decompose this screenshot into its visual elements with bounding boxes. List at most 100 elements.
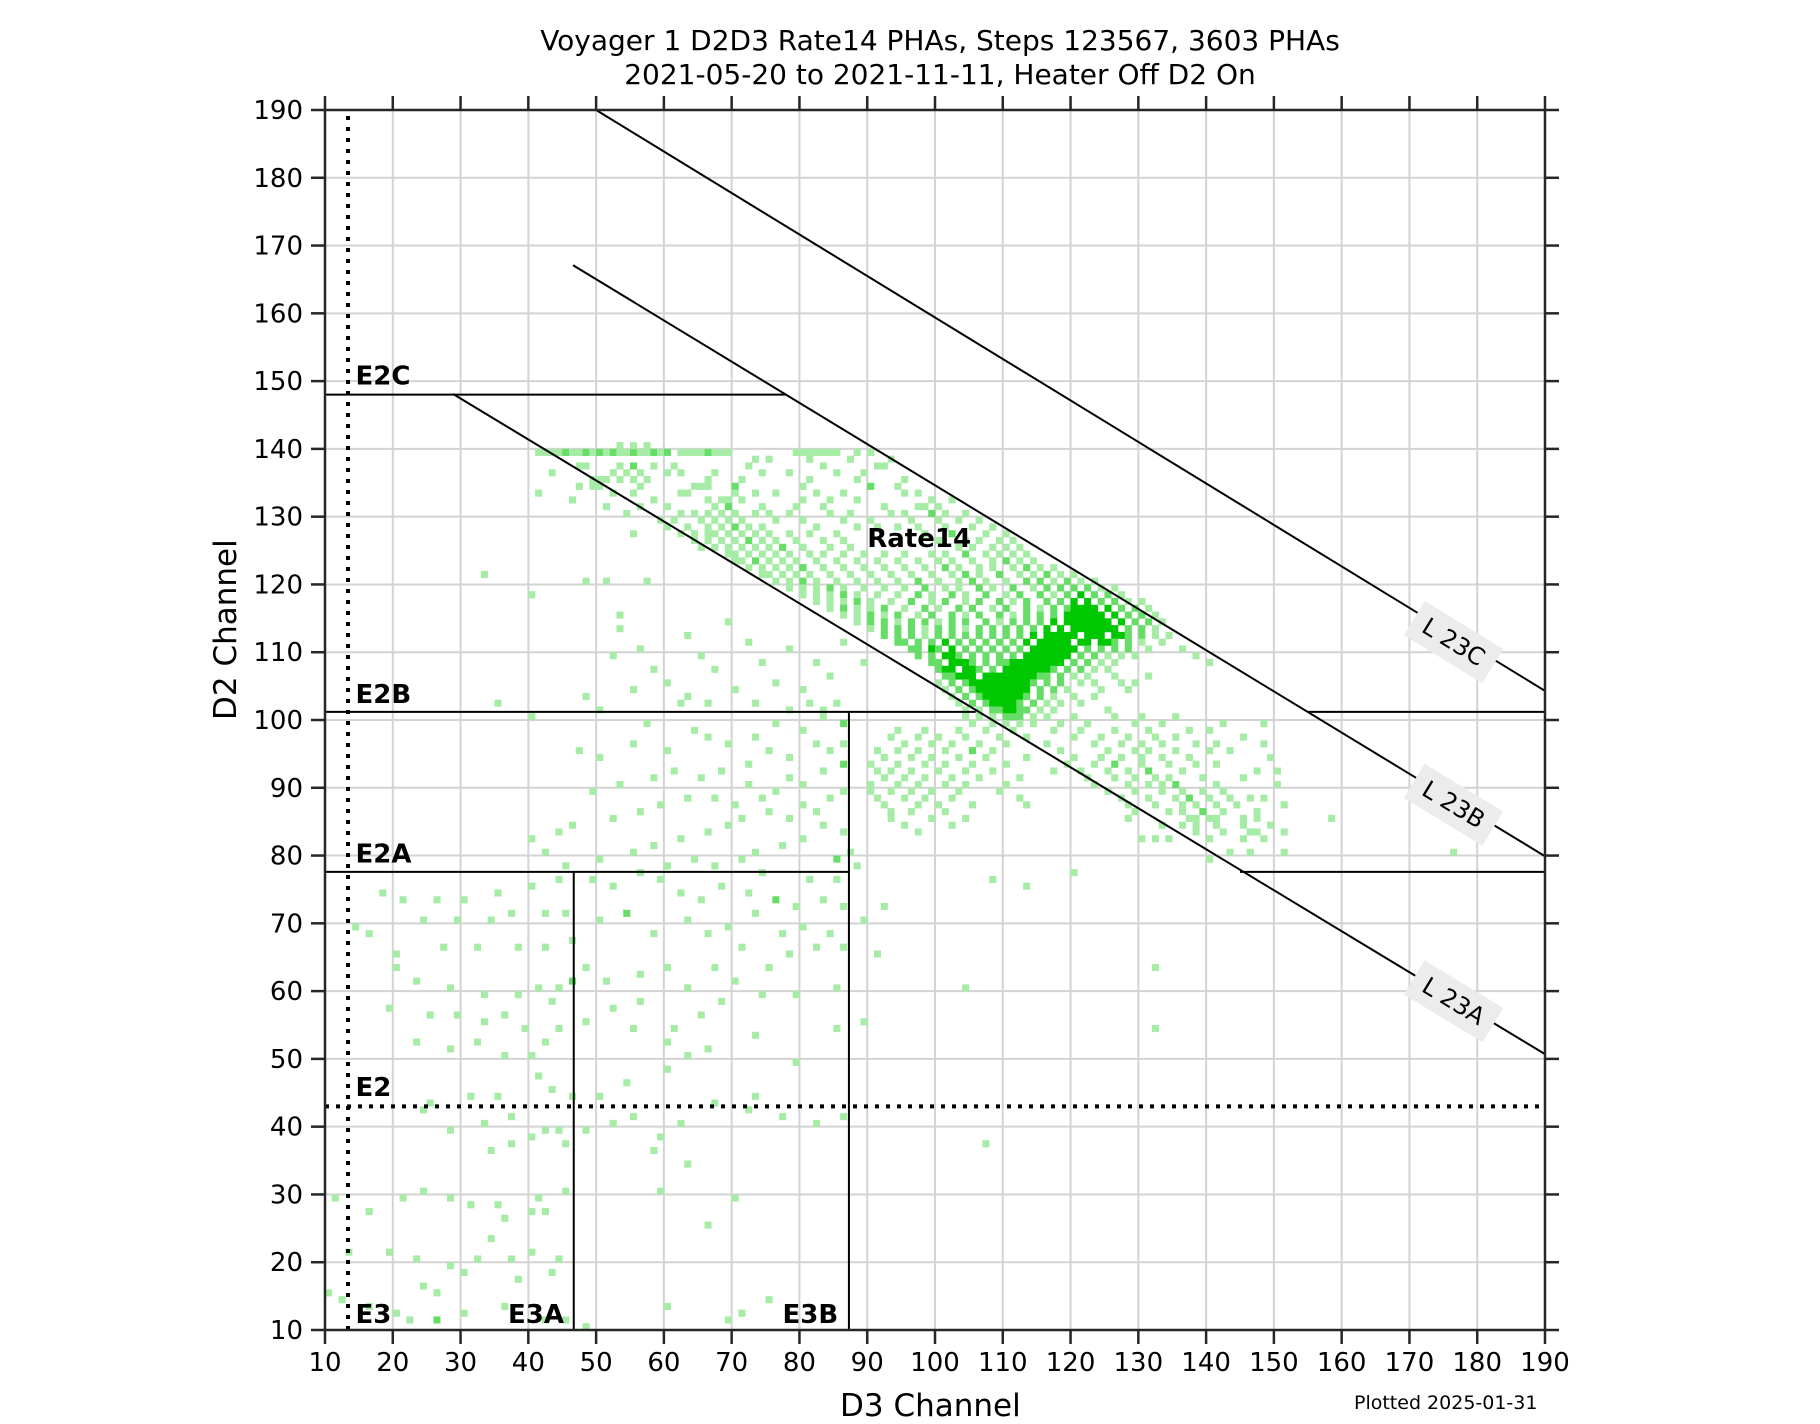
histogram-bin [657,801,665,809]
histogram-bin [785,509,793,517]
histogram-bin [1070,570,1078,578]
histogram-bin [982,726,990,734]
histogram-bin [1023,706,1031,714]
histogram-bin [731,489,739,497]
histogram-bin [738,530,746,538]
histogram-bin [1450,848,1458,856]
histogram-bin [982,699,990,707]
histogram-bin [691,855,699,863]
histogram-bin [731,557,739,565]
histogram-bin [636,997,644,1005]
histogram-bin [833,469,841,477]
histogram-bin [548,997,556,1005]
histogram-bin [1131,747,1139,755]
histogram-bin [752,530,760,538]
histogram-bin [962,665,970,673]
histogram-bin [840,604,848,612]
histogram-bin [758,537,766,545]
histogram-bin [684,631,692,639]
histogram-bin [901,489,909,497]
histogram-bin [1090,665,1098,673]
histogram-bin [704,537,712,545]
histogram-bin [1009,665,1017,673]
histogram-bin [792,557,800,565]
histogram-bin [1158,781,1166,789]
histogram-bin [602,577,610,585]
histogram-bin [894,631,902,639]
histogram-bin [758,794,766,802]
histogram-bin [1097,753,1105,761]
histogram-bin [907,598,915,606]
histogram-bin [704,448,712,456]
histogram-bin [684,916,692,924]
histogram-bin [1131,774,1139,782]
histogram-bin [731,1194,739,1202]
histogram-bin [948,631,956,639]
histogram-bin [928,814,936,822]
histogram-bin [968,699,976,707]
histogram-bin [819,503,827,511]
histogram-bin [555,1025,563,1033]
histogram-bin [630,448,638,456]
histogram-bin [779,557,787,565]
histogram-bin [996,686,1004,694]
histogram-bin [853,577,861,585]
histogram-bin [901,584,909,592]
histogram-bin [1172,713,1180,721]
histogram-bin [880,631,888,639]
histogram-bin [1179,787,1187,795]
histogram-bin [643,720,651,728]
histogram-bin [1002,631,1010,639]
histogram-bin [1057,659,1065,667]
histogram-bin [975,645,983,653]
histogram-bin [799,543,807,551]
histogram-bin [887,808,895,816]
histogram-bin [840,550,848,558]
y-tick-label: 150 [253,367,303,397]
x-tick-label: 180 [1452,1348,1502,1378]
histogram-bin [1179,808,1187,816]
histogram-bin [1023,801,1031,809]
histogram-bin [508,1255,516,1263]
histogram-bin [1158,720,1166,728]
histogram-bin [907,516,915,524]
histogram-bin [1097,618,1105,626]
histogram-bin [1240,814,1248,822]
histogram-bin [806,550,814,558]
histogram-bin [941,672,949,680]
histogram-bin [589,482,597,490]
histogram-bin [711,516,719,524]
histogram-bin [474,1255,482,1263]
histogram-bin [955,638,963,646]
histogram-bin [447,1194,455,1202]
histogram-bin [663,1065,671,1073]
histogram-bin [582,1126,590,1134]
histogram-bin [1280,828,1288,836]
histogram-bin [819,896,827,904]
histogram-bin [1097,638,1105,646]
histogram-bin [907,570,915,578]
histogram-bin [684,692,692,700]
histogram-bin [785,774,793,782]
histogram-bin [1090,631,1098,639]
histogram-bin [1165,835,1173,843]
histogram-bin [772,550,780,558]
histogram-bin [860,1018,868,1026]
histogram-bin [365,930,373,938]
histogram-bin [596,448,604,456]
histogram-bin [833,448,841,456]
histogram-bin [1111,598,1119,606]
histogram-bin [650,496,658,504]
histogram-bin [1206,835,1214,843]
histogram-bin [996,598,1004,606]
histogram-bin [1111,638,1119,646]
histogram-bin [1057,598,1065,606]
histogram-bin [1043,625,1051,633]
histogram-bin [982,659,990,667]
histogram-bin [1253,828,1261,836]
histogram-bin [968,665,976,673]
histogram-bin [1104,706,1112,714]
histogram-bin [1050,611,1058,619]
histogram-bin [480,1018,488,1026]
histogram-bin [813,808,821,816]
